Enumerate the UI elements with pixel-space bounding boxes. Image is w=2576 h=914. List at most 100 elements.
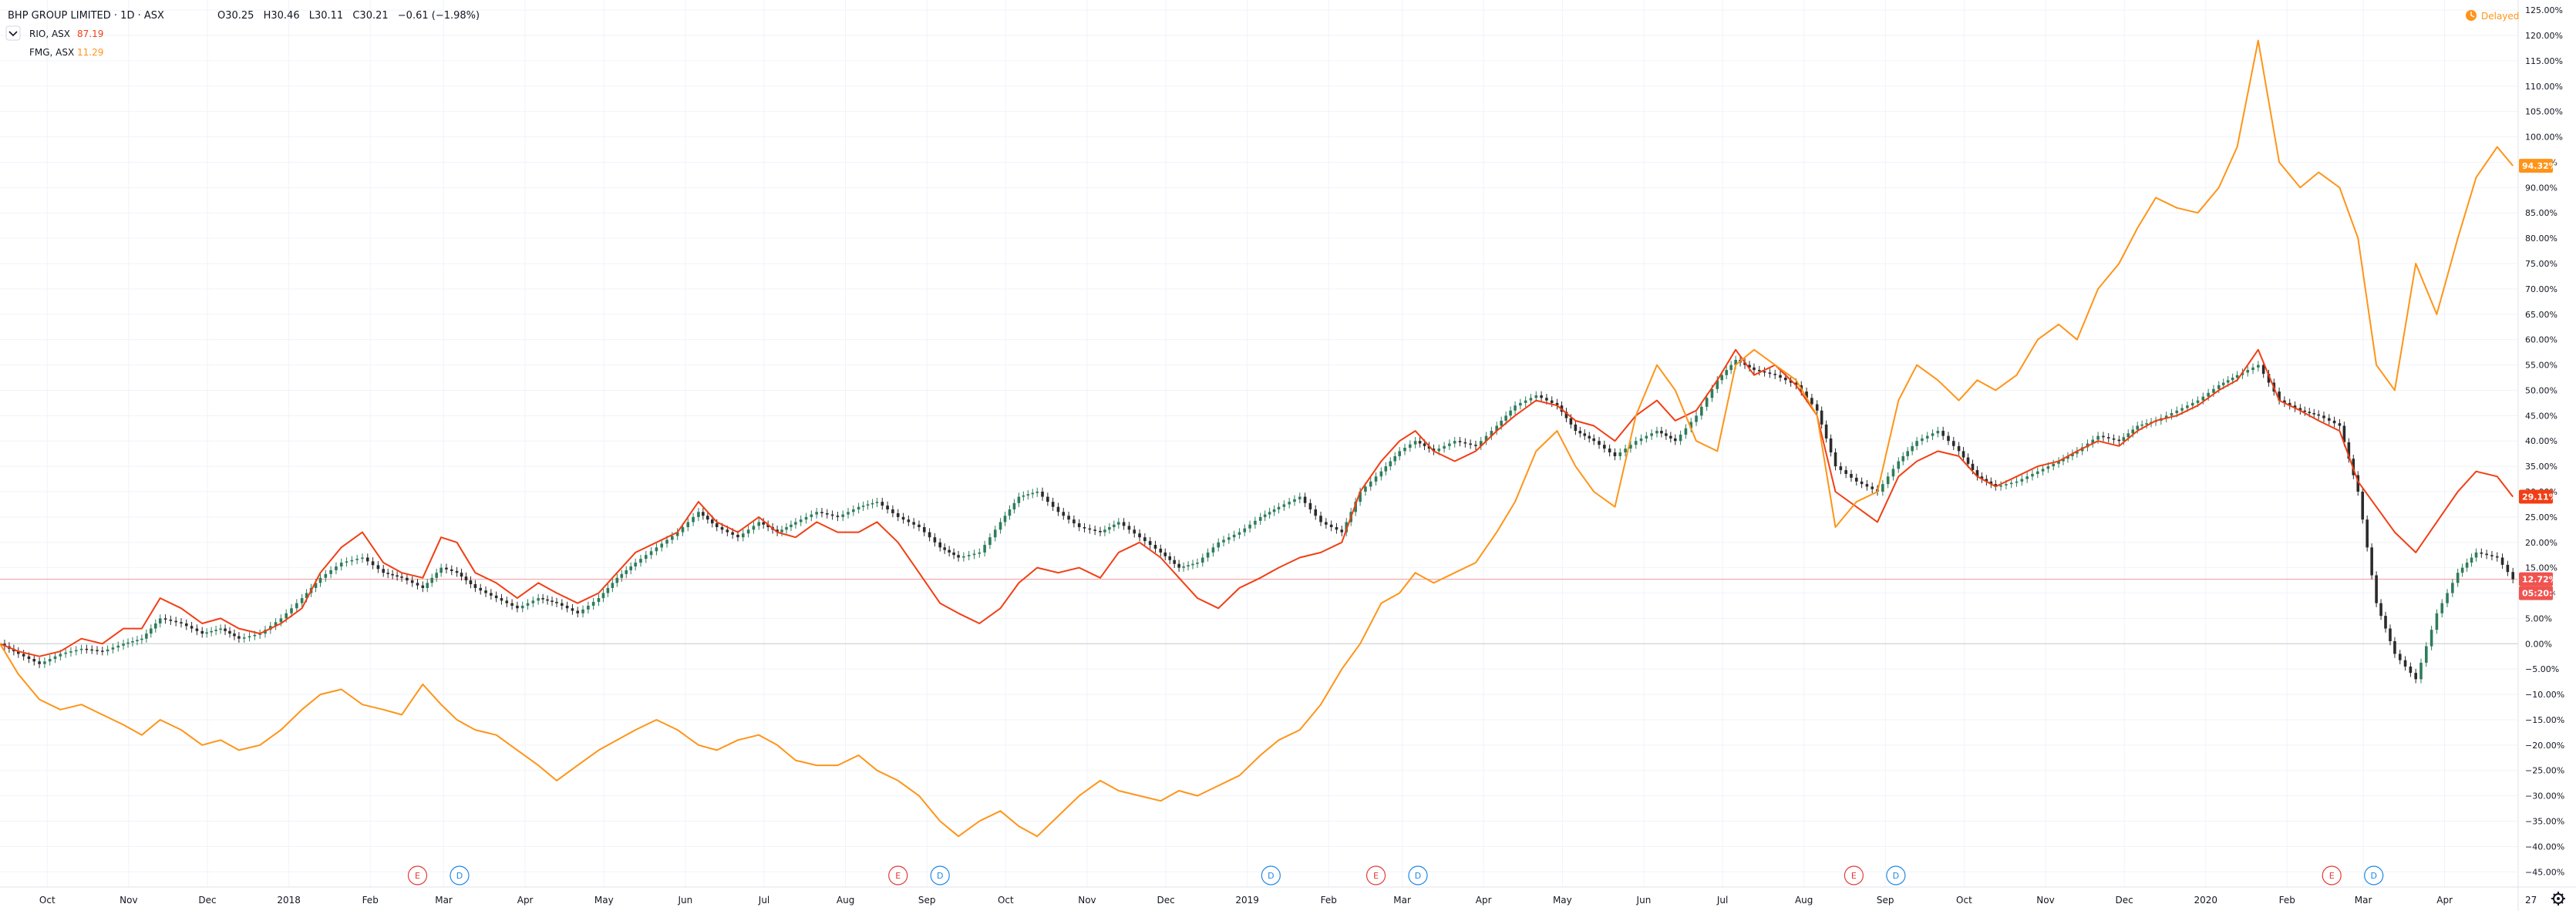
- candle: [2112, 434, 2116, 444]
- candle: [1839, 462, 1843, 475]
- svg-text:29.11%: 29.11%: [2522, 492, 2557, 502]
- candle: [1490, 426, 1493, 440]
- time-axis-tick-label: Dec: [198, 895, 216, 906]
- candle: [1886, 472, 1890, 489]
- chart-settings-button[interactable]: [2551, 892, 2565, 906]
- candle: [546, 595, 549, 605]
- candle: [601, 589, 605, 603]
- dividend-marker[interactable]: D: [1408, 865, 1428, 885]
- earnings-marker[interactable]: E: [2322, 865, 2342, 885]
- candle: [150, 624, 153, 638]
- open-value: 30.25: [225, 10, 254, 22]
- legend-symbol[interactable]: BHP GROUP LIMITED · 1D · ASX: [8, 10, 164, 22]
- price-axis-tick-label: −45.00%: [2525, 867, 2564, 877]
- earnings-marker[interactable]: E: [1365, 865, 1386, 885]
- candle: [1099, 526, 1102, 536]
- candle: [1282, 500, 1286, 511]
- candle: [1669, 432, 1672, 443]
- candle: [131, 637, 134, 647]
- candle: [1232, 530, 1236, 542]
- candle: [237, 632, 241, 643]
- candle: [2071, 449, 2074, 461]
- series-line-fmg[interactable]: [0, 39, 2514, 838]
- price-axis-tick-label: 55.00%: [2525, 361, 2557, 371]
- price-axis-tick-label: 50.00%: [2525, 385, 2557, 395]
- candle: [1443, 442, 1446, 453]
- candle: [1008, 505, 1012, 520]
- series-line-rio[interactable]: [0, 348, 2514, 657]
- candle: [339, 558, 343, 571]
- high-label: H: [264, 10, 271, 22]
- candle: [2332, 416, 2336, 428]
- candle: [205, 628, 208, 638]
- candle: [1592, 434, 1596, 445]
- candle: [169, 615, 173, 625]
- candle: [2312, 408, 2316, 418]
- candle: [526, 599, 530, 610]
- candle: [2145, 418, 2148, 429]
- candle: [2451, 579, 2454, 597]
- candle: [455, 566, 459, 577]
- candle: [1116, 518, 1120, 529]
- candle: [1374, 472, 1378, 486]
- time-axis-tick-label: Jul: [758, 895, 769, 906]
- dividend-marker[interactable]: D: [1886, 865, 1906, 885]
- candle: [943, 543, 946, 554]
- candle: [2366, 515, 2369, 552]
- candle: [762, 518, 765, 529]
- time-axis[interactable]: Oct Nov Dec 2018 Feb Mar Apr May Jun Jul Aug Sep Oct…: [39, 895, 2453, 906]
- candle: [435, 568, 438, 583]
- time-axis-tick-label: Jul: [1716, 895, 1728, 906]
- candle: [1524, 396, 1527, 408]
- dividend-marker[interactable]: D: [1261, 865, 1281, 885]
- candle: [2283, 396, 2286, 408]
- time-axis-tick-label: 2018: [277, 895, 301, 906]
- earnings-marker[interactable]: E: [888, 865, 908, 885]
- event-marker-label: D: [937, 871, 943, 881]
- price-axis-tick-label: 40.00%: [2525, 436, 2557, 446]
- event-marker-label: D: [1415, 871, 1421, 881]
- earnings-marker[interactable]: E: [407, 865, 428, 885]
- candle: [1409, 440, 1412, 452]
- candle: [1925, 432, 1929, 443]
- candle: [1871, 482, 1874, 493]
- price-axis-tick-label: −35.00%: [2525, 816, 2564, 826]
- candle: [1051, 497, 1055, 511]
- dividend-marker[interactable]: D: [450, 865, 470, 885]
- high-value: 30.46: [271, 10, 299, 22]
- candle: [766, 520, 769, 532]
- candle: [469, 576, 473, 589]
- candle: [361, 553, 364, 563]
- price-axis-tick-label: 65.00%: [2525, 310, 2557, 320]
- candle: [421, 581, 425, 593]
- delayed-status[interactable]: Delayed: [2466, 10, 2519, 22]
- candle: [983, 540, 986, 557]
- candle: [611, 579, 615, 593]
- candle: [382, 565, 386, 577]
- price-axis-tick-label: 85.00%: [2525, 208, 2557, 218]
- earnings-marker[interactable]: E: [1844, 865, 1864, 885]
- candle: [1384, 462, 1388, 475]
- collapse-legend-button[interactable]: [5, 25, 21, 41]
- dividend-marker[interactable]: D: [2364, 865, 2384, 885]
- candle: [2440, 599, 2444, 618]
- dividend-marker[interactable]: D: [930, 865, 950, 885]
- candle: [2430, 625, 2433, 650]
- candle: [484, 586, 487, 597]
- candle: [1897, 457, 1901, 473]
- compare-fmg-symbol[interactable]: FMG, ASX: [29, 47, 74, 58]
- event-marker-label: D: [1893, 871, 1899, 881]
- candle: [1608, 444, 1611, 457]
- candle: [702, 508, 705, 520]
- candle: [1272, 505, 1276, 516]
- candle: [852, 505, 855, 516]
- price-axis-tick-label: 90.00%: [2525, 183, 2557, 193]
- event-marker-label: D: [456, 871, 463, 881]
- candle: [2020, 475, 2024, 486]
- candle: [1519, 398, 1522, 410]
- compare-rio-symbol[interactable]: RIO, ASX: [29, 29, 70, 39]
